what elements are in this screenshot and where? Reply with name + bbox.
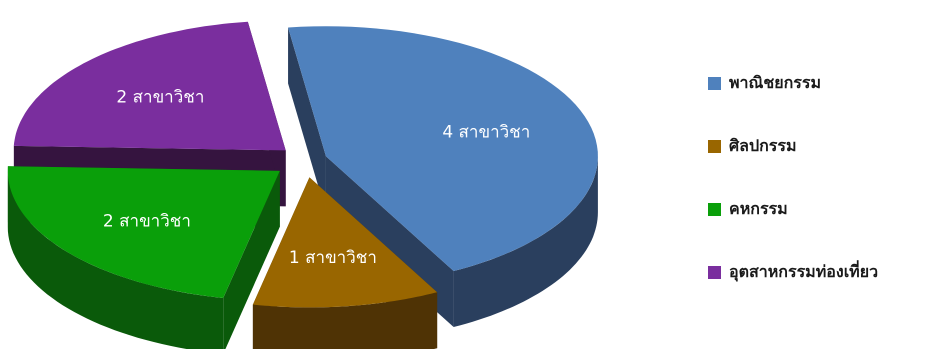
legend-label-arts: ศิลปกรรม: [729, 136, 797, 155]
pie-slice-top-arts: [252, 177, 438, 308]
pie-slice-top-home-economics: [7, 166, 280, 298]
data-label-commerce: 4 สาขาวิชา: [442, 122, 530, 142]
legend-item-commerce: พาณิชยกรรม: [708, 52, 923, 115]
data-label-tourism: 2 สาขาวิชา: [116, 88, 204, 108]
data-label-home-economics: 2 สาขาวิชา: [103, 212, 191, 232]
legend-label-home-economics: คหกรรม: [729, 199, 788, 218]
legend-swatch-commerce: [708, 77, 721, 90]
pie-slice-side: [7, 170, 224, 349]
chart-legend: พาณิชยกรรม ศิลปกรรม คหกรรม อุตสาหกรรมท่อ…: [708, 52, 923, 304]
legend-item-arts: ศิลปกรรม: [708, 115, 923, 178]
legend-swatch-arts: [708, 140, 721, 153]
legend-swatch-tourism: [708, 266, 721, 279]
legend-label-commerce: พาณิชยกรรม: [729, 73, 822, 92]
pie-slice-top-tourism: [13, 21, 286, 151]
legend-item-home-economics: คหกรรม: [708, 178, 923, 241]
legend-label-tourism: อุตสาหกรรมท่องเที่ยว: [729, 262, 879, 281]
pie-slice-home-economics: [7, 166, 280, 349]
pie-slice-side: [252, 292, 438, 349]
legend-item-tourism: อุตสาหกรรมท่องเที่ยว: [708, 241, 923, 304]
pie-slice-arts: [252, 177, 438, 349]
data-label-arts: 1 สาขาวิชา: [289, 248, 377, 268]
legend-swatch-home-economics: [708, 203, 721, 216]
pie-slice-side: [453, 156, 598, 327]
pie-slice-wall: [288, 27, 326, 213]
pie-slice-top-commerce: [288, 26, 598, 271]
